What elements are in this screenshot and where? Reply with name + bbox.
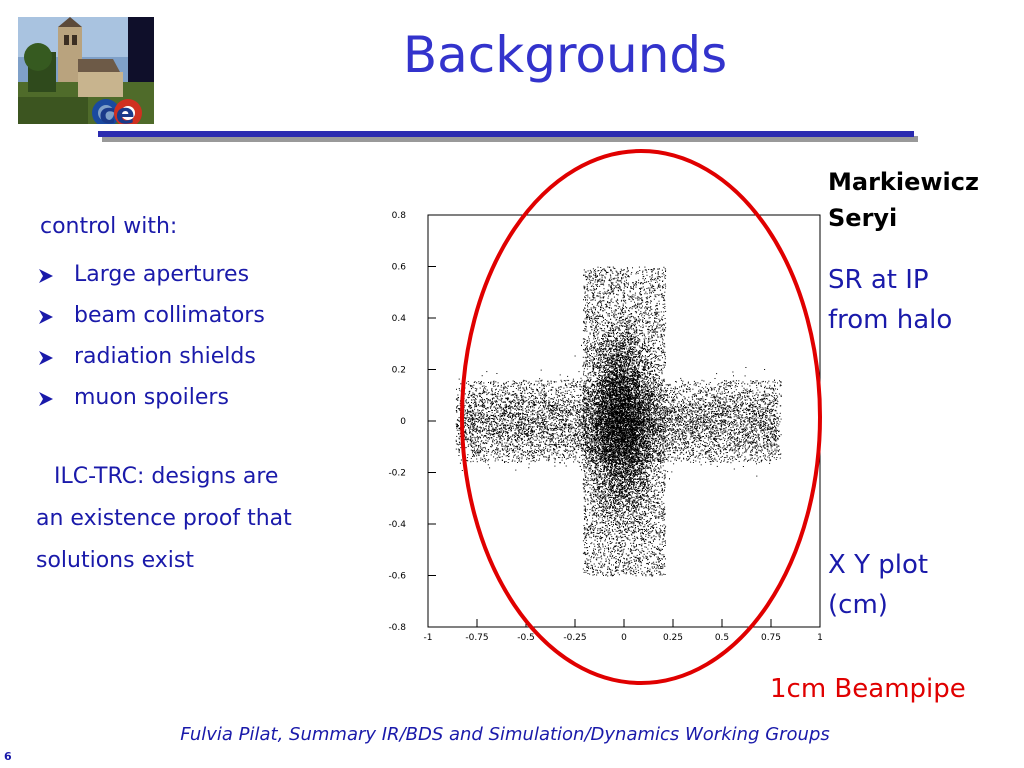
x-tick-label: -0.25 — [563, 633, 586, 643]
trc-line: ILC-TRC: designs are — [36, 456, 366, 498]
church-logo-image: ce — [18, 17, 154, 124]
y-axis: 0.8 0.6 0.4 0.2 0 -0.2 -0.4 -0.6 -0.8 — [388, 211, 436, 633]
x-tick-label: -0.5 — [517, 633, 535, 643]
arrowhead-bullet-icon — [36, 301, 74, 331]
page-number: 6 — [4, 750, 12, 763]
y-tick-label: 0.8 — [392, 211, 407, 221]
arrowhead-bullet-icon — [36, 342, 74, 372]
trc-line: an existence proof that — [36, 498, 366, 540]
x-tick-label: 1 — [817, 633, 823, 643]
y-tick-label: 0.2 — [392, 366, 406, 376]
xy-line: X Y plot — [828, 545, 928, 585]
trc-line: solutions exist — [36, 540, 366, 582]
bullet-text: radiation shields — [74, 342, 256, 372]
sr-line: SR at IP — [828, 260, 952, 300]
x-tick-label: 0 — [621, 633, 627, 643]
slide-title: Backgrounds — [260, 30, 870, 80]
y-tick-label: -0.6 — [388, 572, 406, 582]
bullet-item: beam collimators — [36, 295, 265, 336]
xy-line: (cm) — [828, 585, 928, 625]
y-tick-label: -0.4 — [388, 520, 406, 530]
author-name: Seryi — [828, 200, 979, 236]
bullet-item: muon spoilers — [36, 377, 265, 418]
bullet-list: Large apertures beam collimators radiati… — [36, 254, 265, 418]
bullet-text: Large apertures — [74, 260, 249, 290]
y-tick-label: 0.4 — [392, 314, 407, 324]
bullet-item: Large apertures — [36, 254, 265, 295]
title-underline — [98, 131, 918, 143]
beampipe-ellipse — [460, 149, 822, 685]
bullet-text: muon spoilers — [74, 383, 229, 413]
arrowhead-bullet-icon — [36, 260, 74, 290]
author-name: Markiewicz — [828, 164, 979, 200]
intro-text: control with: — [40, 214, 177, 239]
y-tick-label: -0.2 — [388, 469, 406, 479]
x-tick-label: 0.75 — [761, 633, 781, 643]
logo-letters: ce — [99, 97, 135, 124]
y-tick-label: -0.8 — [388, 623, 406, 633]
footer-credit: Fulvia Pilat, Summary IR/BDS and Simulat… — [0, 724, 1010, 745]
bullet-text: beam collimators — [74, 301, 265, 331]
beampipe-label: 1cm Beampipe — [770, 674, 966, 704]
bullet-item: radiation shields — [36, 336, 265, 377]
y-tick-label: 0.6 — [392, 263, 407, 273]
authors: Markiewicz Seryi — [828, 164, 979, 236]
sr-line: from halo — [828, 300, 952, 340]
x-tick-label: 0.25 — [663, 633, 683, 643]
arrowhead-bullet-icon — [36, 383, 74, 413]
trc-paragraph: ILC-TRC: designs are an existence proof … — [36, 456, 366, 582]
y-tick-label: 0 — [400, 417, 406, 427]
sr-label: SR at IP from halo — [828, 260, 952, 340]
xy-plot-label: X Y plot (cm) — [828, 545, 928, 625]
x-tick-label: -0.75 — [465, 633, 488, 643]
scatter-points — [455, 266, 782, 577]
xy-scatter-plot: 0.8 0.6 0.4 0.2 0 -0.2 -0.4 -0.6 -0.8 -1 -0.75 -0.… — [380, 196, 830, 646]
x-tick-label: 0.5 — [715, 633, 729, 643]
x-tick-label: -1 — [424, 633, 433, 643]
x-axis: -1 -0.75 -0.5 -0.25 0 0.25 0.5 0.75 1 — [424, 619, 823, 643]
